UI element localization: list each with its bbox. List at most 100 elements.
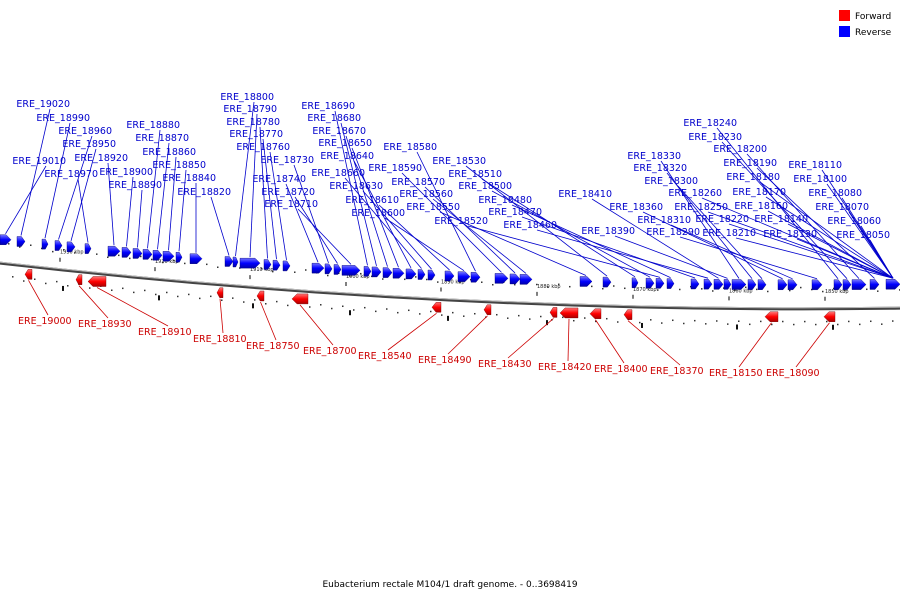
reverse-gene[interactable]: [239, 257, 261, 269]
forward-gene[interactable]: [75, 274, 83, 285]
reverse-gene[interactable]: [851, 279, 867, 290]
reverse-gene[interactable]: [152, 250, 163, 261]
reverse-gene[interactable]: [121, 247, 132, 258]
reverse-gene[interactable]: [417, 269, 426, 280]
reverse-gene-label[interactable]: ERE_18670: [312, 126, 366, 137]
reverse-gene-label[interactable]: ERE_18650: [318, 138, 372, 149]
forward-gene[interactable]: [559, 307, 579, 319]
reverse-gene[interactable]: [602, 276, 612, 288]
reverse-gene-label[interactable]: ERE_18520: [434, 216, 488, 227]
forward-gene-label[interactable]: ERE_18400: [594, 364, 648, 375]
reverse-gene-label[interactable]: ERE_18060: [827, 216, 881, 227]
reverse-gene-label[interactable]: ERE_18630: [329, 181, 383, 192]
reverse-gene-label[interactable]: ERE_18300: [644, 176, 698, 187]
reverse-gene-label[interactable]: ERE_18950: [62, 139, 116, 150]
reverse-gene[interactable]: [655, 278, 665, 289]
reverse-gene-label[interactable]: ERE_18840: [162, 173, 216, 184]
reverse-gene[interactable]: [272, 259, 281, 271]
reverse-gene[interactable]: [232, 256, 239, 268]
reverse-gene-label[interactable]: ERE_18610: [345, 195, 399, 206]
reverse-gene-label[interactable]: ERE_18500: [458, 181, 512, 192]
reverse-gene[interactable]: [224, 256, 234, 267]
reverse-gene[interactable]: [41, 238, 49, 250]
reverse-gene[interactable]: [363, 266, 372, 277]
reverse-gene-label[interactable]: ERE_18130: [763, 229, 817, 240]
reverse-gene[interactable]: [324, 263, 333, 275]
forward-gene-label[interactable]: ERE_18370: [650, 366, 704, 377]
reverse-gene-label[interactable]: ERE_18110: [788, 160, 842, 171]
reverse-gene-label[interactable]: ERE_18170: [732, 187, 786, 198]
forward-gene[interactable]: [483, 304, 492, 315]
reverse-gene-label[interactable]: ERE_18210: [702, 228, 756, 239]
reverse-gene[interactable]: [519, 274, 533, 285]
reverse-gene-label[interactable]: ERE_18590: [368, 163, 422, 174]
reverse-gene[interactable]: [444, 270, 455, 282]
reverse-gene[interactable]: [833, 279, 843, 290]
reverse-gene-label[interactable]: ERE_18860: [142, 147, 196, 158]
reverse-gene-label[interactable]: ERE_18550: [406, 202, 460, 213]
reverse-gene-label[interactable]: ERE_18570: [391, 177, 445, 188]
reverse-gene-label[interactable]: ERE_18780: [226, 117, 280, 128]
reverse-gene-label[interactable]: ERE_18660: [311, 168, 365, 179]
reverse-gene[interactable]: [175, 252, 183, 263]
reverse-gene-label[interactable]: ERE_18080: [808, 188, 862, 199]
reverse-gene[interactable]: [690, 278, 700, 290]
forward-gene-label[interactable]: ERE_18490: [418, 355, 472, 366]
forward-gene[interactable]: [823, 311, 836, 322]
reverse-gene-label[interactable]: ERE_18990: [36, 113, 90, 124]
reverse-gene[interactable]: [713, 279, 724, 290]
reverse-gene[interactable]: [666, 278, 675, 289]
reverse-gene[interactable]: [427, 269, 436, 281]
reverse-gene[interactable]: [757, 279, 767, 290]
reverse-gene-label[interactable]: ERE_18050: [836, 230, 890, 241]
reverse-gene[interactable]: [333, 264, 342, 275]
reverse-gene-label[interactable]: ERE_18250: [674, 202, 728, 213]
reverse-gene-label[interactable]: ERE_18220: [695, 214, 749, 225]
reverse-gene-label[interactable]: ERE_19010: [12, 156, 66, 167]
reverse-gene[interactable]: [457, 271, 471, 282]
reverse-gene-label[interactable]: ERE_18290: [646, 227, 700, 238]
reverse-gene-label[interactable]: ERE_18310: [637, 215, 691, 226]
reverse-gene[interactable]: [723, 279, 732, 290]
reverse-gene-label[interactable]: ERE_18680: [307, 113, 361, 124]
reverse-gene-label[interactable]: ERE_18510: [448, 169, 502, 180]
reverse-gene-label[interactable]: ERE_18580: [383, 142, 437, 153]
reverse-gene[interactable]: [382, 267, 393, 278]
reverse-gene-label[interactable]: ERE_18230: [688, 132, 742, 143]
reverse-gene[interactable]: [311, 262, 325, 274]
reverse-gene-label[interactable]: ERE_18890: [108, 180, 162, 191]
reverse-gene[interactable]: [579, 276, 593, 287]
forward-gene-label[interactable]: ERE_18150: [709, 368, 763, 379]
reverse-gene-label[interactable]: ERE_18240: [683, 118, 737, 129]
reverse-gene-label[interactable]: ERE_18640: [320, 151, 374, 162]
reverse-gene-label[interactable]: ERE_18880: [126, 120, 180, 131]
forward-gene[interactable]: [256, 290, 265, 302]
reverse-gene-label[interactable]: ERE_18600: [351, 208, 405, 219]
reverse-gene[interactable]: [777, 279, 788, 290]
forward-gene[interactable]: [291, 293, 309, 305]
reverse-gene[interactable]: [132, 248, 143, 259]
forward-gene[interactable]: [589, 308, 602, 319]
reverse-gene[interactable]: [341, 265, 361, 276]
forward-gene[interactable]: [549, 307, 558, 318]
reverse-gene-label[interactable]: ERE_18800: [220, 92, 274, 103]
forward-gene-label[interactable]: ERE_18750: [246, 341, 300, 352]
reverse-gene[interactable]: [107, 245, 121, 257]
forward-gene-label[interactable]: ERE_19000: [18, 316, 72, 327]
reverse-gene-label[interactable]: ERE_18320: [633, 163, 687, 174]
reverse-gene-label[interactable]: ERE_18820: [177, 187, 231, 198]
reverse-gene[interactable]: [703, 278, 713, 290]
reverse-gene[interactable]: [392, 268, 405, 279]
forward-gene-label[interactable]: ERE_18700: [303, 346, 357, 357]
reverse-gene[interactable]: [405, 268, 417, 280]
reverse-gene[interactable]: [470, 272, 481, 283]
reverse-gene-label[interactable]: ERE_18770: [229, 129, 283, 140]
reverse-gene-label[interactable]: ERE_18190: [723, 158, 777, 169]
forward-gene[interactable]: [87, 276, 107, 287]
reverse-gene[interactable]: [16, 236, 26, 247]
forward-gene[interactable]: [216, 287, 224, 298]
forward-gene-label[interactable]: ERE_18930: [78, 319, 132, 330]
reverse-gene-label[interactable]: ERE_18480: [478, 195, 532, 206]
reverse-gene-label[interactable]: ERE_18900: [99, 167, 153, 178]
forward-gene-label[interactable]: ERE_18810: [193, 334, 247, 345]
